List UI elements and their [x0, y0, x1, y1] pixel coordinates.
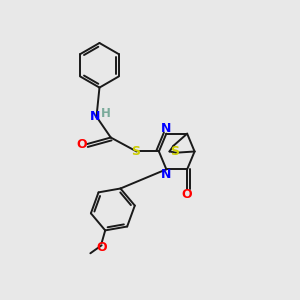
Text: H: H	[101, 106, 111, 120]
Text: O: O	[182, 188, 193, 201]
Text: N: N	[90, 110, 100, 123]
Text: N: N	[160, 168, 171, 181]
Text: S: S	[131, 145, 140, 158]
Text: S: S	[170, 145, 179, 158]
Text: O: O	[76, 138, 87, 151]
Text: O: O	[96, 242, 107, 254]
Text: N: N	[160, 122, 171, 135]
